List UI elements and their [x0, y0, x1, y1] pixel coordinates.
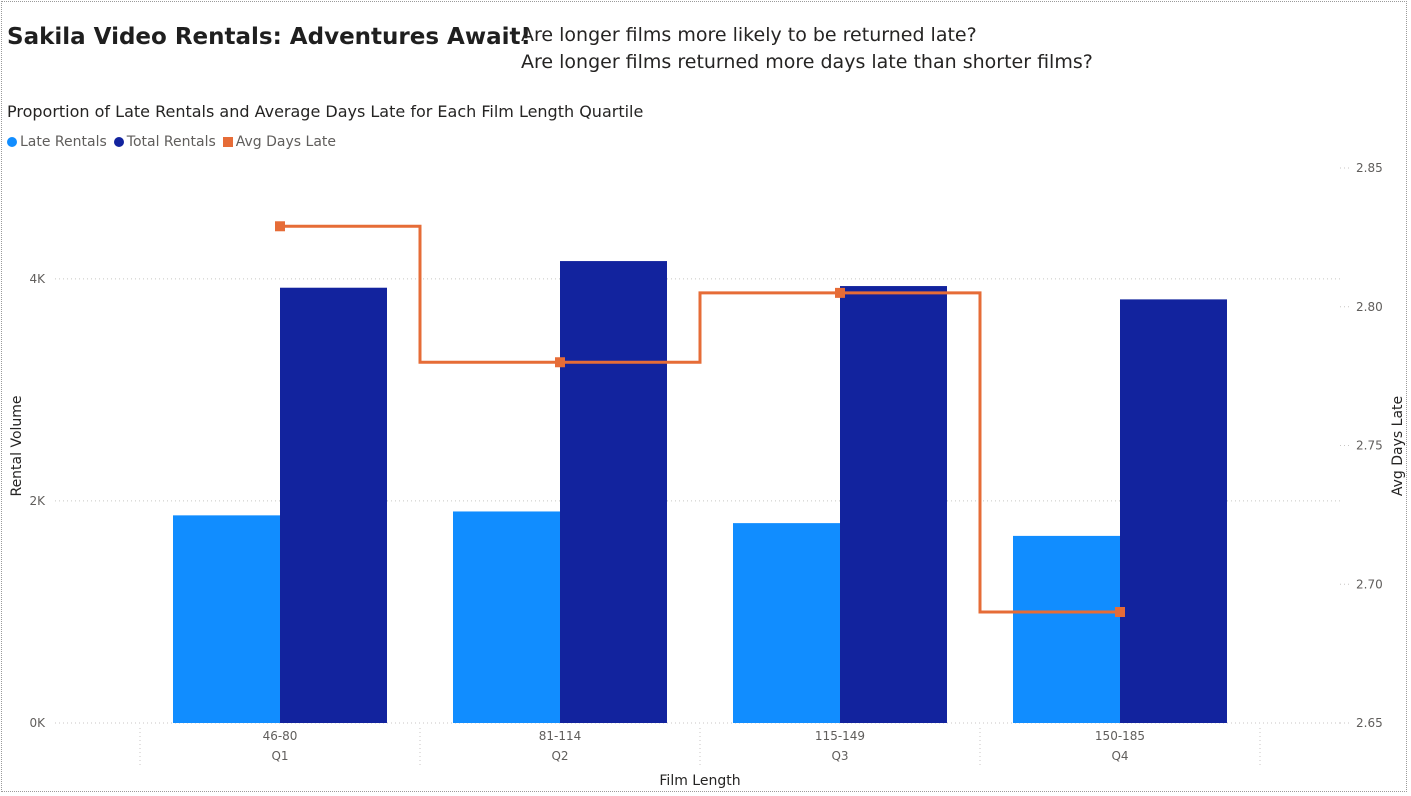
y-tick-label: 2K [29, 494, 46, 508]
legend-item-total-rentals[interactable]: Total Rentals [113, 134, 216, 150]
bars [173, 261, 1227, 723]
legend-label-late-rentals: Late Rentals [20, 134, 107, 150]
bar-late-rentals [453, 511, 560, 723]
avg-days-late-line [275, 221, 1125, 617]
legend-item-avg-days-late[interactable]: Avg Days Late [222, 134, 337, 150]
question-2: Are longer films returned more days late… [521, 51, 1093, 73]
x-group-label: Q3 [831, 749, 848, 763]
legend-label-avg-days-late: Avg Days Late [235, 134, 337, 150]
bar-total-rentals [840, 286, 947, 723]
report-questions: Are longer films more likely to be retur… [521, 22, 1093, 76]
x-group-label: Q2 [551, 749, 568, 763]
legend-label-total-rentals: Total Rentals [126, 134, 216, 150]
avg-days-late-path [280, 224, 1120, 614]
x-tick-label: 115-149 [815, 729, 865, 743]
legend-swatch-total-rentals [113, 137, 124, 147]
y2-axis-title: Avg Days Late [1390, 396, 1406, 496]
bar-total-rentals [1120, 299, 1227, 723]
x-tick-label: 46-80 [263, 729, 298, 743]
axes: 0K 2K 4K 2.65 2.70 2.75 2.80 2.85 46-80 Q1 81-114 Q… [29, 161, 1382, 763]
legend-item-late-rentals[interactable]: Late Rentals [7, 134, 107, 150]
y2-tick-label: 2.65 [1356, 716, 1383, 730]
legend-swatch-late-rentals [7, 137, 17, 147]
x-axis-title: Film Length [659, 773, 740, 789]
legend-swatch-avg-days-late [222, 137, 233, 147]
bar-total-rentals [560, 261, 667, 723]
avg-days-late-marker [555, 357, 565, 368]
bar-total-rentals [280, 287, 387, 723]
y2-tick-label: 2.70 [1356, 577, 1383, 591]
y-axis-title: Rental Volume [9, 395, 25, 496]
bar-late-rentals [1013, 535, 1120, 723]
x-tick-label: 150-185 [1095, 729, 1145, 743]
bar-late-rentals [173, 515, 280, 723]
y-tick-label: 4K [29, 272, 46, 286]
gridlines [55, 167, 1350, 766]
y-tick-label: 0K [29, 716, 46, 730]
avg-days-late-marker [275, 221, 285, 232]
avg-days-late-marker [835, 287, 845, 298]
chart-legend: Late Rentals Total Rentals Avg Days Late [7, 134, 343, 150]
avg-days-late-marker [1115, 607, 1125, 617]
x-tick-label: 81-114 [539, 729, 582, 743]
x-group-label: Q4 [1111, 749, 1128, 763]
x-group-label: Q1 [271, 749, 288, 763]
question-1: Are longer films more likely to be retur… [521, 24, 977, 46]
y2-tick-label: 2.75 [1356, 439, 1383, 453]
report-title: Sakila Video Rentals: Adventures Await! [7, 24, 531, 50]
chart-title: Proportion of Late Rentals and Average D… [7, 102, 644, 121]
bar-late-rentals [733, 523, 840, 723]
y2-tick-label: 2.85 [1356, 161, 1383, 175]
y2-tick-label: 2.80 [1356, 300, 1383, 314]
